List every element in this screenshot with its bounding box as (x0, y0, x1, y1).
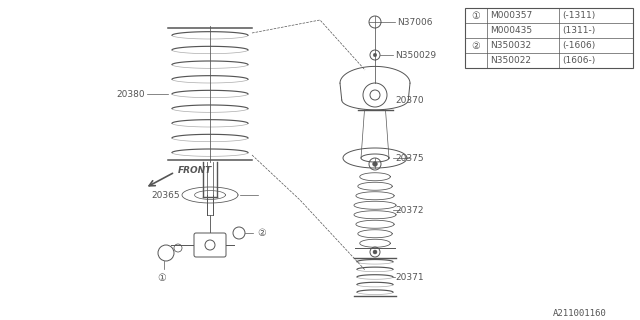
Bar (465, 8, 633, 68)
Text: ②: ② (472, 41, 481, 51)
Text: 20371: 20371 (395, 273, 424, 282)
Text: 20372: 20372 (395, 205, 424, 214)
Text: (1606-): (1606-) (562, 56, 595, 65)
Text: ②: ② (257, 228, 266, 238)
FancyBboxPatch shape (194, 233, 226, 257)
Text: ①: ① (157, 273, 166, 283)
Circle shape (373, 53, 377, 57)
Text: M000435: M000435 (490, 26, 532, 35)
Text: N350032: N350032 (490, 41, 531, 50)
Text: N350029: N350029 (395, 51, 436, 60)
Text: N37006: N37006 (397, 18, 433, 27)
Text: (-1311): (-1311) (562, 11, 595, 20)
Text: FRONT: FRONT (178, 165, 212, 174)
Text: N350022: N350022 (490, 56, 531, 65)
Text: 20365: 20365 (152, 190, 180, 199)
Text: M000357: M000357 (490, 11, 532, 20)
Text: (-1606): (-1606) (562, 41, 595, 50)
Text: 20375: 20375 (395, 154, 424, 163)
Text: (1311-): (1311-) (562, 26, 595, 35)
Circle shape (373, 250, 377, 254)
Text: 20370: 20370 (395, 95, 424, 105)
Text: A211001160: A211001160 (553, 308, 607, 317)
Circle shape (372, 162, 378, 166)
Text: 20380: 20380 (116, 90, 145, 99)
Text: ①: ① (472, 11, 481, 20)
